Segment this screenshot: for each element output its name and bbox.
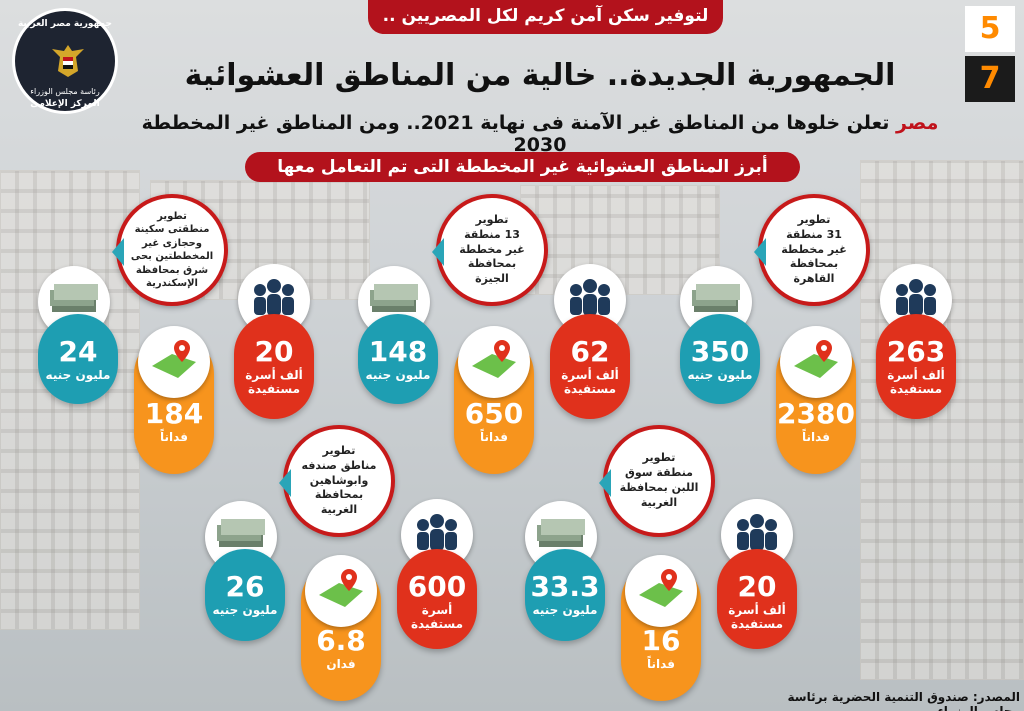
logo-middle-text: رئاسة مجلس الوزراء — [30, 87, 100, 96]
families-pill: 20 ألف أسرة مستفيدة — [234, 314, 314, 419]
cost-value: 26 — [225, 570, 265, 603]
region-description: تطوير مناطق صندفه وابوشاهين بمحافظة الغر… — [279, 425, 395, 537]
families-unit: ألف أسرة مستفيدة — [245, 368, 303, 396]
background-building — [520, 185, 720, 295]
area-value: 650 — [464, 397, 524, 430]
region-description: تطوير 13 منطقة غير مخططة بمحافظة الجيزة — [432, 194, 548, 306]
families-pill: 263 ألف أسرة مستفيدة — [876, 314, 956, 419]
area-value: 2380 — [777, 397, 855, 430]
cost-unit: مليون جنيه — [365, 368, 431, 382]
area-value: 184 — [144, 397, 204, 430]
cost-unit: مليون جنيه — [212, 603, 278, 617]
region-card-cairo: تطوير 31 منطقة غير مخططة بمحافظة القاهرة… — [680, 194, 956, 474]
section-ribbon: أبرز المناطق العشوائية غير المخططة التى … — [245, 152, 800, 182]
page-subtitle: مصر تعلن خلوها من المناطق غير الآمنة فى … — [130, 112, 950, 156]
map-pin-icon — [305, 555, 377, 627]
cost-value: 33.3 — [530, 570, 600, 603]
cost-pill: 24 مليون جنيه — [38, 314, 118, 404]
cost-value: 350 — [690, 335, 750, 368]
families-unit: ألف أسرة مستفيدة — [728, 603, 786, 631]
page-title: الجمهورية الجديدة.. خالية من المناطق الع… — [184, 58, 896, 93]
area-unit: فداناً — [647, 657, 675, 671]
area-unit: فدان — [326, 657, 356, 671]
families-value: 20 — [737, 570, 777, 603]
cost-pill: 26 مليون جنيه — [205, 549, 285, 641]
families-pill: 62 ألف أسرة مستفيدة — [550, 314, 630, 419]
map-pin-icon — [458, 326, 530, 398]
map-pin-icon — [780, 326, 852, 398]
families-value: 600 — [407, 570, 467, 603]
cost-unit: مليون جنيه — [687, 368, 753, 382]
region-description: تطوير منطقة سوق اللبن بمحافظة الغربية — [599, 425, 715, 537]
subtitle-text: تعلن خلوها من المناطق غير الآمنة فى نهاي… — [141, 112, 897, 156]
eagle-emblem-icon — [52, 45, 84, 77]
families-value: 20 — [254, 335, 294, 368]
subtitle-highlight: مصر — [896, 112, 939, 134]
logo-top-text: جمهورية مصر العربية — [17, 19, 113, 29]
region-card-sandafa: تطوير مناطق صندفه وابوشاهين بمحافظة الغر… — [205, 425, 477, 701]
region-description: تطوير منطقتى سكينة وحجازى غير المخططتين … — [112, 194, 228, 306]
map-pin-icon — [138, 326, 210, 398]
families-value: 263 — [886, 335, 946, 368]
area-value: 16 — [641, 624, 681, 657]
region-card-alexandria: تطوير منطقتى سكينة وحجازى غير المخططتين … — [38, 194, 314, 474]
families-unit: أسرة مستفيدة — [410, 603, 464, 631]
cost-value: 24 — [58, 335, 98, 368]
cost-unit: مليون جنيه — [532, 603, 598, 617]
region-card-souq-el-laban: تطوير منطقة سوق اللبن بمحافظة الغربية 20… — [525, 425, 797, 701]
area-value: 6.8 — [316, 624, 366, 657]
area-unit: فداناً — [802, 430, 830, 444]
cost-pill: 148 مليون جنيه — [358, 314, 438, 404]
number-bottom: 7 — [965, 56, 1015, 102]
number-top: 5 — [965, 6, 1015, 52]
cost-unit: مليون جنيه — [45, 368, 111, 382]
cost-value: 148 — [368, 335, 428, 368]
source-footer: المصدر: صندوق التنمية الحضرية برئاسة مجل… — [787, 690, 1021, 711]
map-pin-icon — [625, 555, 697, 627]
cost-pill: 350 مليون جنيه — [680, 314, 760, 404]
area-unit: فداناً — [480, 430, 508, 444]
families-unit: ألف أسرة مستفيدة — [887, 368, 945, 396]
logo-bottom-text: المركز الإعلامى — [30, 99, 100, 109]
area-unit: فداناً — [160, 430, 188, 444]
families-pill: 20 ألف أسرة مستفيدة — [717, 549, 797, 649]
cost-pill: 33.3 مليون جنيه — [525, 549, 605, 641]
cabinet-logo: جمهورية مصر العربية رئاسة مجلس الوزراء ا… — [12, 8, 118, 114]
families-pill: 600 أسرة مستفيدة — [397, 549, 477, 649]
top-banner: لتوفير سكن آمن كريم لكل المصريين .. — [368, 0, 723, 34]
families-unit: ألف أسرة مستفيدة — [561, 368, 619, 396]
background-building — [860, 160, 1024, 680]
region-description: تطوير 31 منطقة غير مخططة بمحافظة القاهرة — [754, 194, 870, 306]
region-card-giza: تطوير 13 منطقة غير مخططة بمحافظة الجيزة … — [358, 194, 630, 474]
families-value: 62 — [570, 335, 610, 368]
